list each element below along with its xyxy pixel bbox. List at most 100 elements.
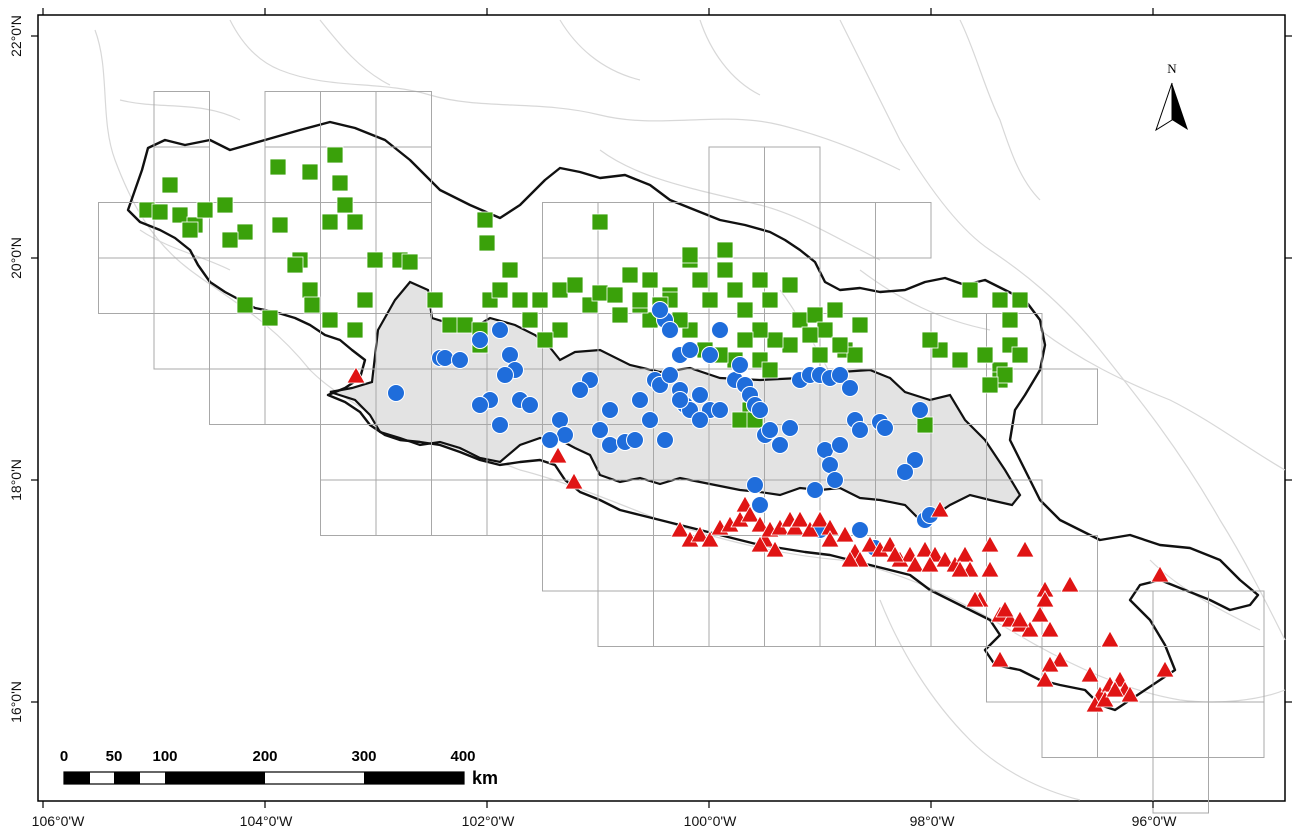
blue-circle-marker: [826, 471, 844, 489]
grid-cell: [375, 479, 432, 536]
green-square-marker: [691, 271, 709, 289]
green-square-marker: [356, 291, 374, 309]
green-square-marker: [951, 351, 969, 369]
grid-cell: [819, 202, 876, 259]
red-triangle-marker: [790, 510, 810, 528]
green-square-marker: [736, 331, 754, 349]
green-square-marker: [726, 281, 744, 299]
green-square-marker: [716, 241, 734, 259]
grid-cell: [597, 479, 654, 536]
grid-cell: [153, 313, 210, 370]
grid-cell: [98, 257, 155, 314]
grid-cell: [209, 313, 266, 370]
blue-circle-marker: [701, 346, 719, 364]
blue-circle-marker: [471, 396, 489, 414]
green-square-marker: [326, 146, 344, 164]
green-square-marker: [826, 301, 844, 319]
blue-circle-marker: [851, 521, 869, 539]
grid-cell: [708, 590, 765, 647]
grid-cell: [1041, 368, 1098, 425]
green-square-marker: [456, 316, 474, 334]
green-square-marker: [476, 211, 494, 229]
scale-unit: km: [472, 768, 498, 788]
green-square-marker: [806, 306, 824, 324]
blue-circle-marker: [751, 401, 769, 419]
grid-cell: [653, 590, 710, 647]
green-square-marker: [321, 213, 339, 231]
blue-circle-marker: [591, 421, 609, 439]
blue-circle-marker: [387, 384, 405, 402]
blue-circle-marker: [896, 463, 914, 481]
blue-circle-marker: [661, 366, 679, 384]
red-triangle-marker: [1120, 685, 1140, 703]
blue-circle-marker: [651, 301, 669, 319]
green-square-marker: [851, 316, 869, 334]
grid-cell: [764, 202, 821, 259]
blue-circle-marker: [876, 419, 894, 437]
green-square-marker: [996, 366, 1014, 384]
green-square-marker: [736, 301, 754, 319]
scale-label-300: 300: [351, 748, 376, 765]
blue-circle-marker: [436, 349, 454, 367]
green-square-marker: [621, 266, 639, 284]
red-triangle-marker: [564, 472, 584, 490]
red-triangle-marker: [1080, 665, 1100, 683]
blue-circle-marker: [491, 321, 509, 339]
grid-cell: [653, 535, 710, 592]
red-triangle-marker: [980, 560, 1000, 578]
green-square-marker: [346, 213, 364, 231]
lon-label-104: 104°0'W: [240, 813, 293, 829]
red-triangle-marker: [1100, 630, 1120, 648]
blue-circle-marker: [911, 401, 929, 419]
red-triangle-marker: [800, 520, 820, 538]
blue-circle-marker: [806, 481, 824, 499]
grid-cell: [1097, 701, 1154, 758]
green-square-marker: [761, 291, 779, 309]
green-square-marker: [366, 251, 384, 269]
blue-circle-marker: [831, 366, 849, 384]
red-triangle-marker: [955, 545, 975, 563]
green-square-marker: [181, 221, 199, 239]
red-triangle-marker: [1155, 660, 1175, 678]
red-triangle-marker: [1015, 540, 1035, 558]
grid-cell: [153, 146, 210, 203]
green-square-marker: [536, 331, 554, 349]
green-square-marker: [846, 346, 864, 364]
green-square-marker: [171, 206, 189, 224]
lon-label-102: 102°0'W: [462, 813, 515, 829]
scale-label-200: 200: [252, 748, 277, 765]
blue-circle-marker: [906, 451, 924, 469]
green-square-marker: [491, 281, 509, 299]
green-square-marker: [916, 416, 934, 434]
blue-circle-marker: [781, 419, 799, 437]
green-square-marker: [1011, 346, 1029, 364]
grid-cell: [653, 202, 710, 259]
red-triangle-marker: [920, 555, 940, 573]
red-triangle-marker: [1050, 650, 1070, 668]
red-triangle-marker: [548, 446, 568, 464]
grid-cell: [264, 368, 321, 425]
blue-circle-marker: [451, 351, 469, 369]
grid-cell: [819, 590, 876, 647]
grid-cell: [153, 257, 210, 314]
blue-circle-marker: [656, 431, 674, 449]
red-triangle-marker: [885, 545, 905, 563]
green-square-marker: [271, 216, 289, 234]
red-triangle-marker: [740, 505, 760, 523]
green-square-marker: [151, 203, 169, 221]
red-triangle-marker: [930, 500, 950, 518]
green-square-marker: [531, 291, 549, 309]
green-square-marker: [731, 411, 749, 429]
lon-label-100: 100°0'W: [684, 813, 737, 829]
green-square-marker: [961, 281, 979, 299]
red-triangle-marker: [1040, 620, 1060, 638]
green-square-marker: [301, 163, 319, 181]
lon-label-98: 98°0'W: [910, 813, 956, 829]
grid-cell: [1208, 701, 1265, 758]
green-square-marker: [216, 196, 234, 214]
north-arrow: N: [1155, 61, 1188, 132]
lat-label-16: 16°0'N: [8, 681, 24, 723]
green-square-marker: [611, 306, 629, 324]
red-triangle-marker: [1035, 670, 1055, 688]
grid-cell: [320, 479, 377, 536]
